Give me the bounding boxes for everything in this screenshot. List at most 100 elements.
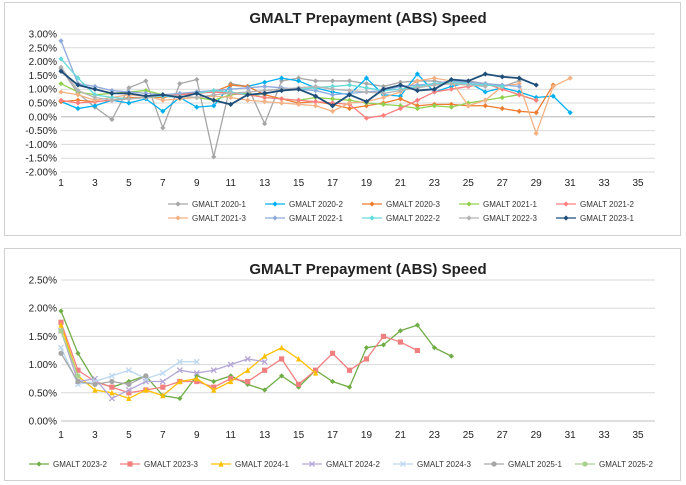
data-point [159,378,166,385]
data-point [143,90,149,96]
series-gmalt-2023-3 [58,319,420,396]
data-point [550,83,556,90]
data-point [431,86,437,92]
data-point [261,358,268,365]
data-point [245,92,251,98]
data-point [465,100,471,106]
chart-title: GMALT Prepayment (ABS) Speed [249,10,486,27]
data-point [499,94,505,101]
data-point [109,97,115,103]
series-line [60,352,147,386]
data-point [448,104,454,110]
data-point [329,83,336,90]
data-point [296,381,302,387]
data-point [329,86,336,92]
data-point [92,381,98,387]
data-point [244,355,251,363]
x-tick-label: 19 [361,430,373,441]
legend-label: GMALT 2023-3 [144,460,199,469]
data-point [499,105,505,112]
data-point [465,78,471,84]
x-tick-label: 11 [226,178,237,189]
legend-label: GMALT 2023-2 [53,460,108,469]
data-point [516,75,522,81]
chart-title: GMALT Prepayment (ABS) Speed [249,261,486,278]
data-point [499,74,505,80]
y-tick-label: 1.00% [29,85,57,96]
data-point [245,378,251,385]
data-point [160,384,166,390]
data-point [482,103,488,109]
data-point [346,92,353,98]
data-point [193,358,200,365]
data-point [58,308,64,314]
data-point [329,100,336,106]
data-point [397,82,404,88]
data-point [126,395,132,402]
data-point [346,78,353,84]
legend-marker [36,461,42,467]
data-point [159,370,166,377]
data-point [397,339,404,345]
legend-label: GMALT 2021-2 [580,200,635,209]
x-tick-label: 17 [327,430,339,441]
data-point [58,350,64,356]
y-tick-label: 1.00% [29,360,57,371]
data-point [58,64,64,70]
legend-label: GMALT 2020-1 [192,200,247,209]
data-point [397,105,404,112]
chart-top-svg: GMALT Prepayment (ABS) Speed 3.00% 2.50% 2.… [25,10,655,223]
x-tick-label: 23 [429,430,441,441]
y-tick-label: 1.50% [29,71,57,82]
data-point [448,83,454,90]
data-point [482,71,488,77]
x-tick-label: 27 [497,430,509,441]
data-point [177,395,183,402]
legend-label: GMALT 2025-2 [599,460,654,469]
legend-label: GMALT 2022-1 [289,214,344,223]
series-line [60,330,79,377]
x-tick-label: 23 [429,178,441,189]
data-point [363,89,370,95]
data-point [262,87,268,94]
data-point [126,100,132,106]
data-point [126,390,132,396]
data-point [262,367,268,373]
x-tick-label: 1 [58,430,64,441]
x-tick-label: 3 [92,178,98,189]
data-point [363,75,370,81]
data-point [75,92,81,98]
legend-marker [369,201,375,207]
y-tick-label: 0.50% [29,388,57,399]
data-point [380,94,387,101]
data-point [312,83,319,90]
data-point [312,93,319,99]
data-point [211,87,217,94]
x-tick-label: 15 [293,178,305,189]
data-point [58,89,64,95]
data-point [414,97,420,103]
data-point [211,154,217,160]
data-point [380,333,387,339]
data-point [533,82,539,88]
data-point [431,345,437,351]
data-point [279,87,285,94]
x-tick-label: 29 [531,178,543,189]
legend-marker [272,215,278,221]
x-tick-label: 17 [327,178,339,189]
data-point [533,97,539,103]
y-tick-label: 0.50% [29,99,57,110]
data-point [75,100,81,106]
y-tick-label: 0.00% [29,112,57,123]
x-tick-label: 15 [293,430,305,441]
data-point [92,94,98,101]
y-tick-label: -0.50% [25,126,57,137]
series-gmalt-2025-2 [58,328,81,379]
data-point [245,89,251,95]
data-point [516,89,522,95]
data-point [346,100,353,106]
data-point [482,97,488,103]
data-point [125,367,132,374]
legend-marker [399,460,407,468]
data-point [143,93,149,99]
